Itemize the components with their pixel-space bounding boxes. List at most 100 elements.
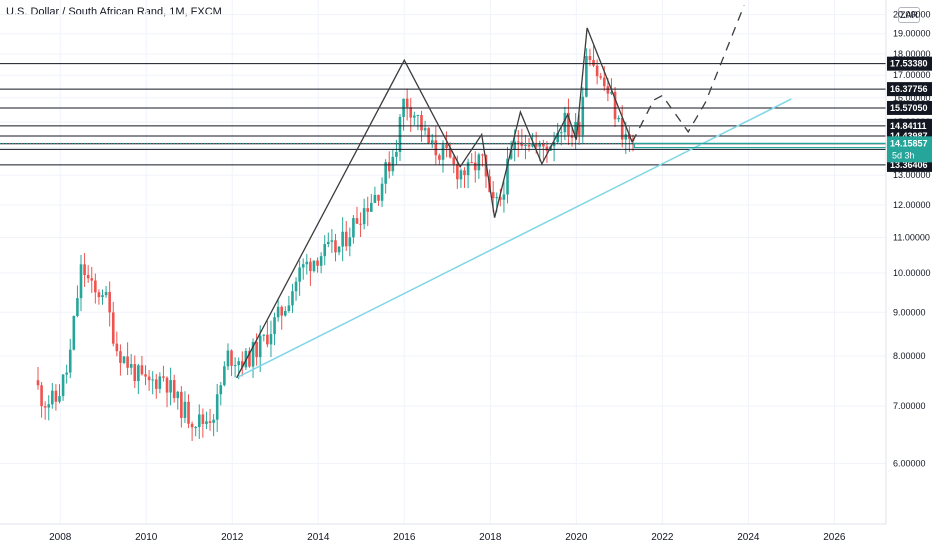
candle-body [395,152,398,157]
x-tick-label: 2018 [479,532,502,543]
candle-body [319,256,323,266]
candle-body [233,365,237,367]
candle-body [104,292,108,296]
price-axis[interactable]: 6.00000 7.00000 8.00000 9.00000 10.00000 11.0… [885,0,932,524]
support-trendline [236,98,792,379]
candle-body [362,208,366,225]
candle-body [43,406,47,408]
candle-body [348,237,352,247]
candle-body [230,350,233,366]
candle-body [61,374,65,397]
y-tick-label: 11.00000 [893,232,930,242]
candle-body [36,380,40,386]
candle-body [413,115,416,118]
candle-body [473,162,477,171]
y-tick-label: 9.00000 [893,307,926,317]
candle-body [54,390,58,402]
candle-body [592,60,595,66]
horizontal-levels [0,63,886,166]
candle-body [219,385,223,395]
candle-body [248,350,251,367]
level-price-label: 14.84111 [890,121,927,131]
candle-body [509,150,513,159]
candle-body [187,401,190,424]
candle-body [456,164,459,180]
candle-body [477,154,481,171]
candle-body [470,162,473,164]
candle-body [506,158,509,195]
candle-body [276,306,280,318]
candle-body [527,144,531,147]
candle-body [237,361,241,366]
candle-body [370,202,373,212]
candle-body [147,376,151,381]
candle-body [334,240,337,253]
candle-body [567,112,570,136]
y-tick-label: 6.00000 [893,458,926,468]
pattern-zigzag-line [236,27,633,379]
candle-body [172,380,176,399]
candle-body [606,86,610,94]
candle-body [531,143,534,147]
candle-body [165,377,169,393]
candle-body [251,341,255,367]
candle-body [380,183,384,201]
y-tick-label: 8.00000 [893,351,926,361]
currency-badge[interactable]: ZAR [898,7,920,23]
candle-body [51,390,54,405]
candle-body [602,77,606,87]
candle-body [65,372,68,375]
candle-body [366,208,370,212]
candle-body [190,423,194,428]
candle-body [581,96,585,135]
candle-body [387,162,391,172]
candle-body [208,421,212,423]
time-axis[interactable]: 2008 2010 2012 2014 2016 2018 2020 2022 2024 2026 [0,523,886,543]
candle-body [405,98,409,108]
candle-body [287,305,291,311]
candle-body [391,156,395,172]
candle-body [377,194,380,201]
candle-body [423,128,427,131]
y-tick-label: 7.00000 [893,401,926,411]
candle-body [262,334,266,336]
candle-body [416,114,420,116]
candle-body [68,349,72,373]
candle-body [162,376,165,378]
candle-body [144,374,147,377]
candle-body [445,144,448,148]
candle-body [352,218,355,238]
candle-body [90,278,94,281]
candle-body [83,264,86,276]
candle-body [115,343,119,352]
candle-body [301,264,305,268]
candle-body [194,427,197,429]
candle-body [108,292,111,313]
candle-body [542,142,545,147]
candle-body [169,380,172,393]
candle-body [119,351,122,363]
candle-body [563,112,567,133]
candle-body [158,376,162,389]
level-price-label: 13.36406 [890,160,928,170]
candle-body [491,192,495,199]
candle-body [240,361,244,368]
bar-countdown-label: 5d 3h [892,150,915,160]
candle-body [258,335,262,358]
candle-body [86,275,90,279]
y-tick-label: 12.00000 [893,200,931,210]
candle-body [316,260,319,266]
candle-body [448,147,452,158]
x-tick-label: 2016 [393,532,416,543]
candle-body [337,246,341,253]
x-tick-label: 2024 [737,532,760,543]
candle-body [613,91,617,120]
candle-body [122,356,126,363]
candle-body [47,404,51,408]
candle-body [434,140,438,156]
candle-body [76,298,79,317]
candle-body [624,134,628,140]
candle-body [226,350,230,367]
candle-body [516,141,520,143]
